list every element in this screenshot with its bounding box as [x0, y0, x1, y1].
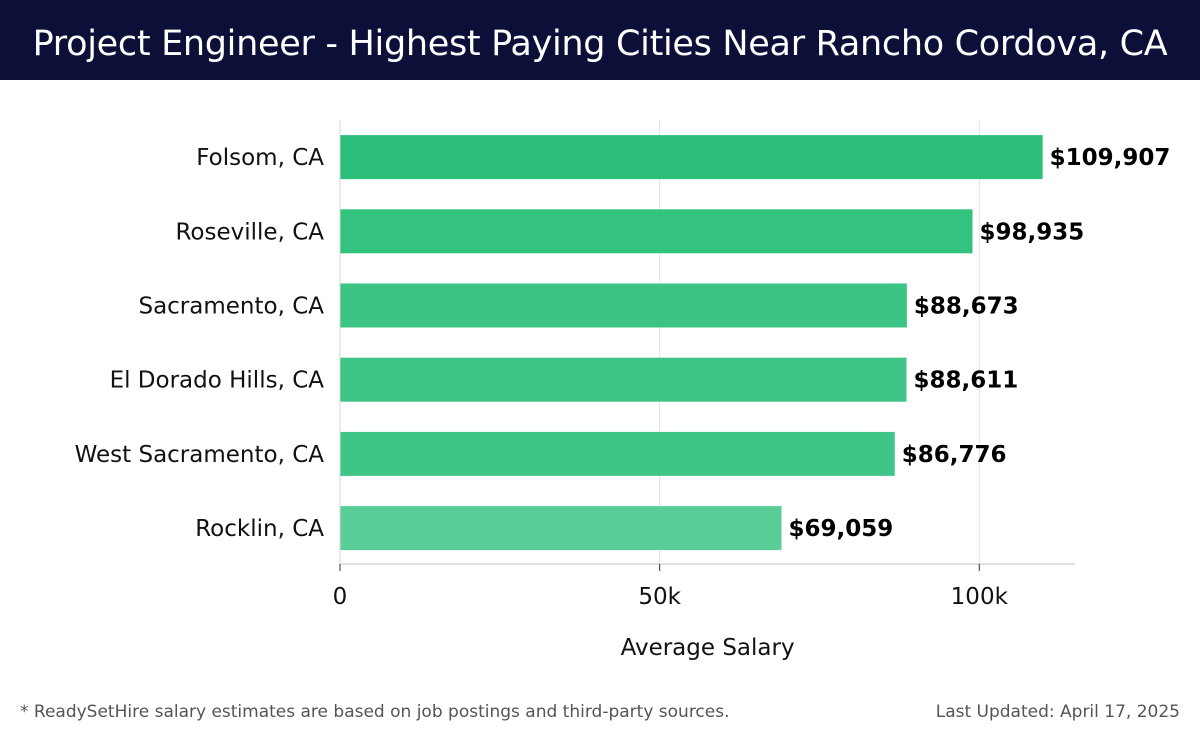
- category-label: Sacramento, CA: [138, 294, 324, 320]
- bar-chart: Folsom, CA $109,907 Roseville, CA $98,935 Sa…: [75, 120, 1171, 661]
- category-label: El Dorado Hills, CA: [110, 368, 325, 394]
- data-label: $88,673: [914, 294, 1019, 320]
- category-label: Folsom, CA: [196, 145, 324, 171]
- bar: [340, 506, 782, 551]
- category-label: Rocklin, CA: [195, 516, 324, 542]
- data-label: $109,907: [1050, 145, 1171, 171]
- x-tick-label: 50k: [638, 584, 681, 610]
- data-label: $88,611: [913, 368, 1018, 394]
- data-label: $86,776: [902, 442, 1007, 468]
- category-label: West Sacramento, CA: [75, 442, 325, 468]
- bar: [340, 135, 1043, 180]
- data-label: $98,935: [979, 219, 1084, 245]
- bar: [340, 431, 895, 476]
- chart-title: Project Engineer - Highest Paying Cities…: [32, 24, 1168, 64]
- header-bar: Project Engineer - Highest Paying Cities…: [0, 0, 1200, 80]
- bar: [340, 357, 907, 402]
- last-updated: Last Updated: April 17, 2025: [935, 702, 1180, 722]
- data-label: $69,059: [788, 516, 893, 542]
- bar: [340, 209, 973, 254]
- x-axis-title: Average Salary: [621, 635, 795, 661]
- x-tick-label: 100k: [951, 584, 1009, 610]
- footer-note: * ReadySetHire salary estimates are base…: [20, 702, 730, 722]
- category-label: Roseville, CA: [175, 219, 324, 245]
- bar: [340, 283, 907, 328]
- x-tick-label: 0: [333, 584, 348, 610]
